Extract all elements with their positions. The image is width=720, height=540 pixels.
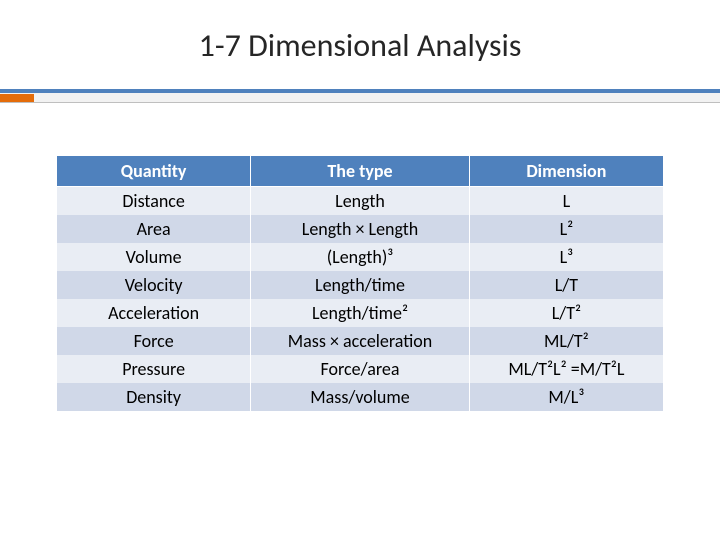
cell-dimension: L/T² <box>469 299 663 327</box>
cell-type: Mass/volume <box>251 383 470 411</box>
cell-dimension: L <box>469 187 663 216</box>
cell-quantity: Pressure <box>57 355 251 383</box>
accent-bar <box>0 89 720 103</box>
col-header-quantity: Quantity <box>57 156 251 187</box>
table-row: Density Mass/volume M/L³ <box>57 383 664 411</box>
cell-type: Length/time <box>251 271 470 299</box>
dimensions-table: Quantity The type Dimension Distance Len… <box>56 155 664 411</box>
cell-quantity: Density <box>57 383 251 411</box>
cell-type: Length × Length <box>251 215 470 243</box>
cell-type: Length <box>251 187 470 216</box>
cell-quantity: Velocity <box>57 271 251 299</box>
col-header-dimension: Dimension <box>469 156 663 187</box>
page-title: 1-7 Dimensional Analysis <box>0 26 720 65</box>
cell-dimension: M/L³ <box>469 383 663 411</box>
table-row: Pressure Force/area ML/T²L² =M/T²L <box>57 355 664 383</box>
cell-type: Force/area <box>251 355 470 383</box>
table-header-row: Quantity The type Dimension <box>57 156 664 187</box>
cell-dimension: L² <box>469 215 663 243</box>
table-row: Distance Length L <box>57 187 664 216</box>
cell-type: (Length)³ <box>251 243 470 271</box>
cell-dimension: ML/T² <box>469 327 663 355</box>
cell-type: Mass × acceleration <box>251 327 470 355</box>
col-header-type: The type <box>251 156 470 187</box>
cell-dimension: L³ <box>469 243 663 271</box>
cell-dimension: ML/T²L² =M/T²L <box>469 355 663 383</box>
cell-quantity: Force <box>57 327 251 355</box>
cell-quantity: Volume <box>57 243 251 271</box>
table-row: Acceleration Length/time² L/T² <box>57 299 664 327</box>
cell-type: Length/time² <box>251 299 470 327</box>
table-row: Velocity Length/time L/T <box>57 271 664 299</box>
table-container: Quantity The type Dimension Distance Len… <box>0 103 720 411</box>
cell-dimension: L/T <box>469 271 663 299</box>
table-row: Area Length × Length L² <box>57 215 664 243</box>
slide: 1-7 Dimensional Analysis Quantity The ty… <box>0 0 720 540</box>
cell-quantity: Distance <box>57 187 251 216</box>
table-row: Force Mass × acceleration ML/T² <box>57 327 664 355</box>
table-row: Volume (Length)³ L³ <box>57 243 664 271</box>
cell-quantity: Acceleration <box>57 299 251 327</box>
cell-quantity: Area <box>57 215 251 243</box>
